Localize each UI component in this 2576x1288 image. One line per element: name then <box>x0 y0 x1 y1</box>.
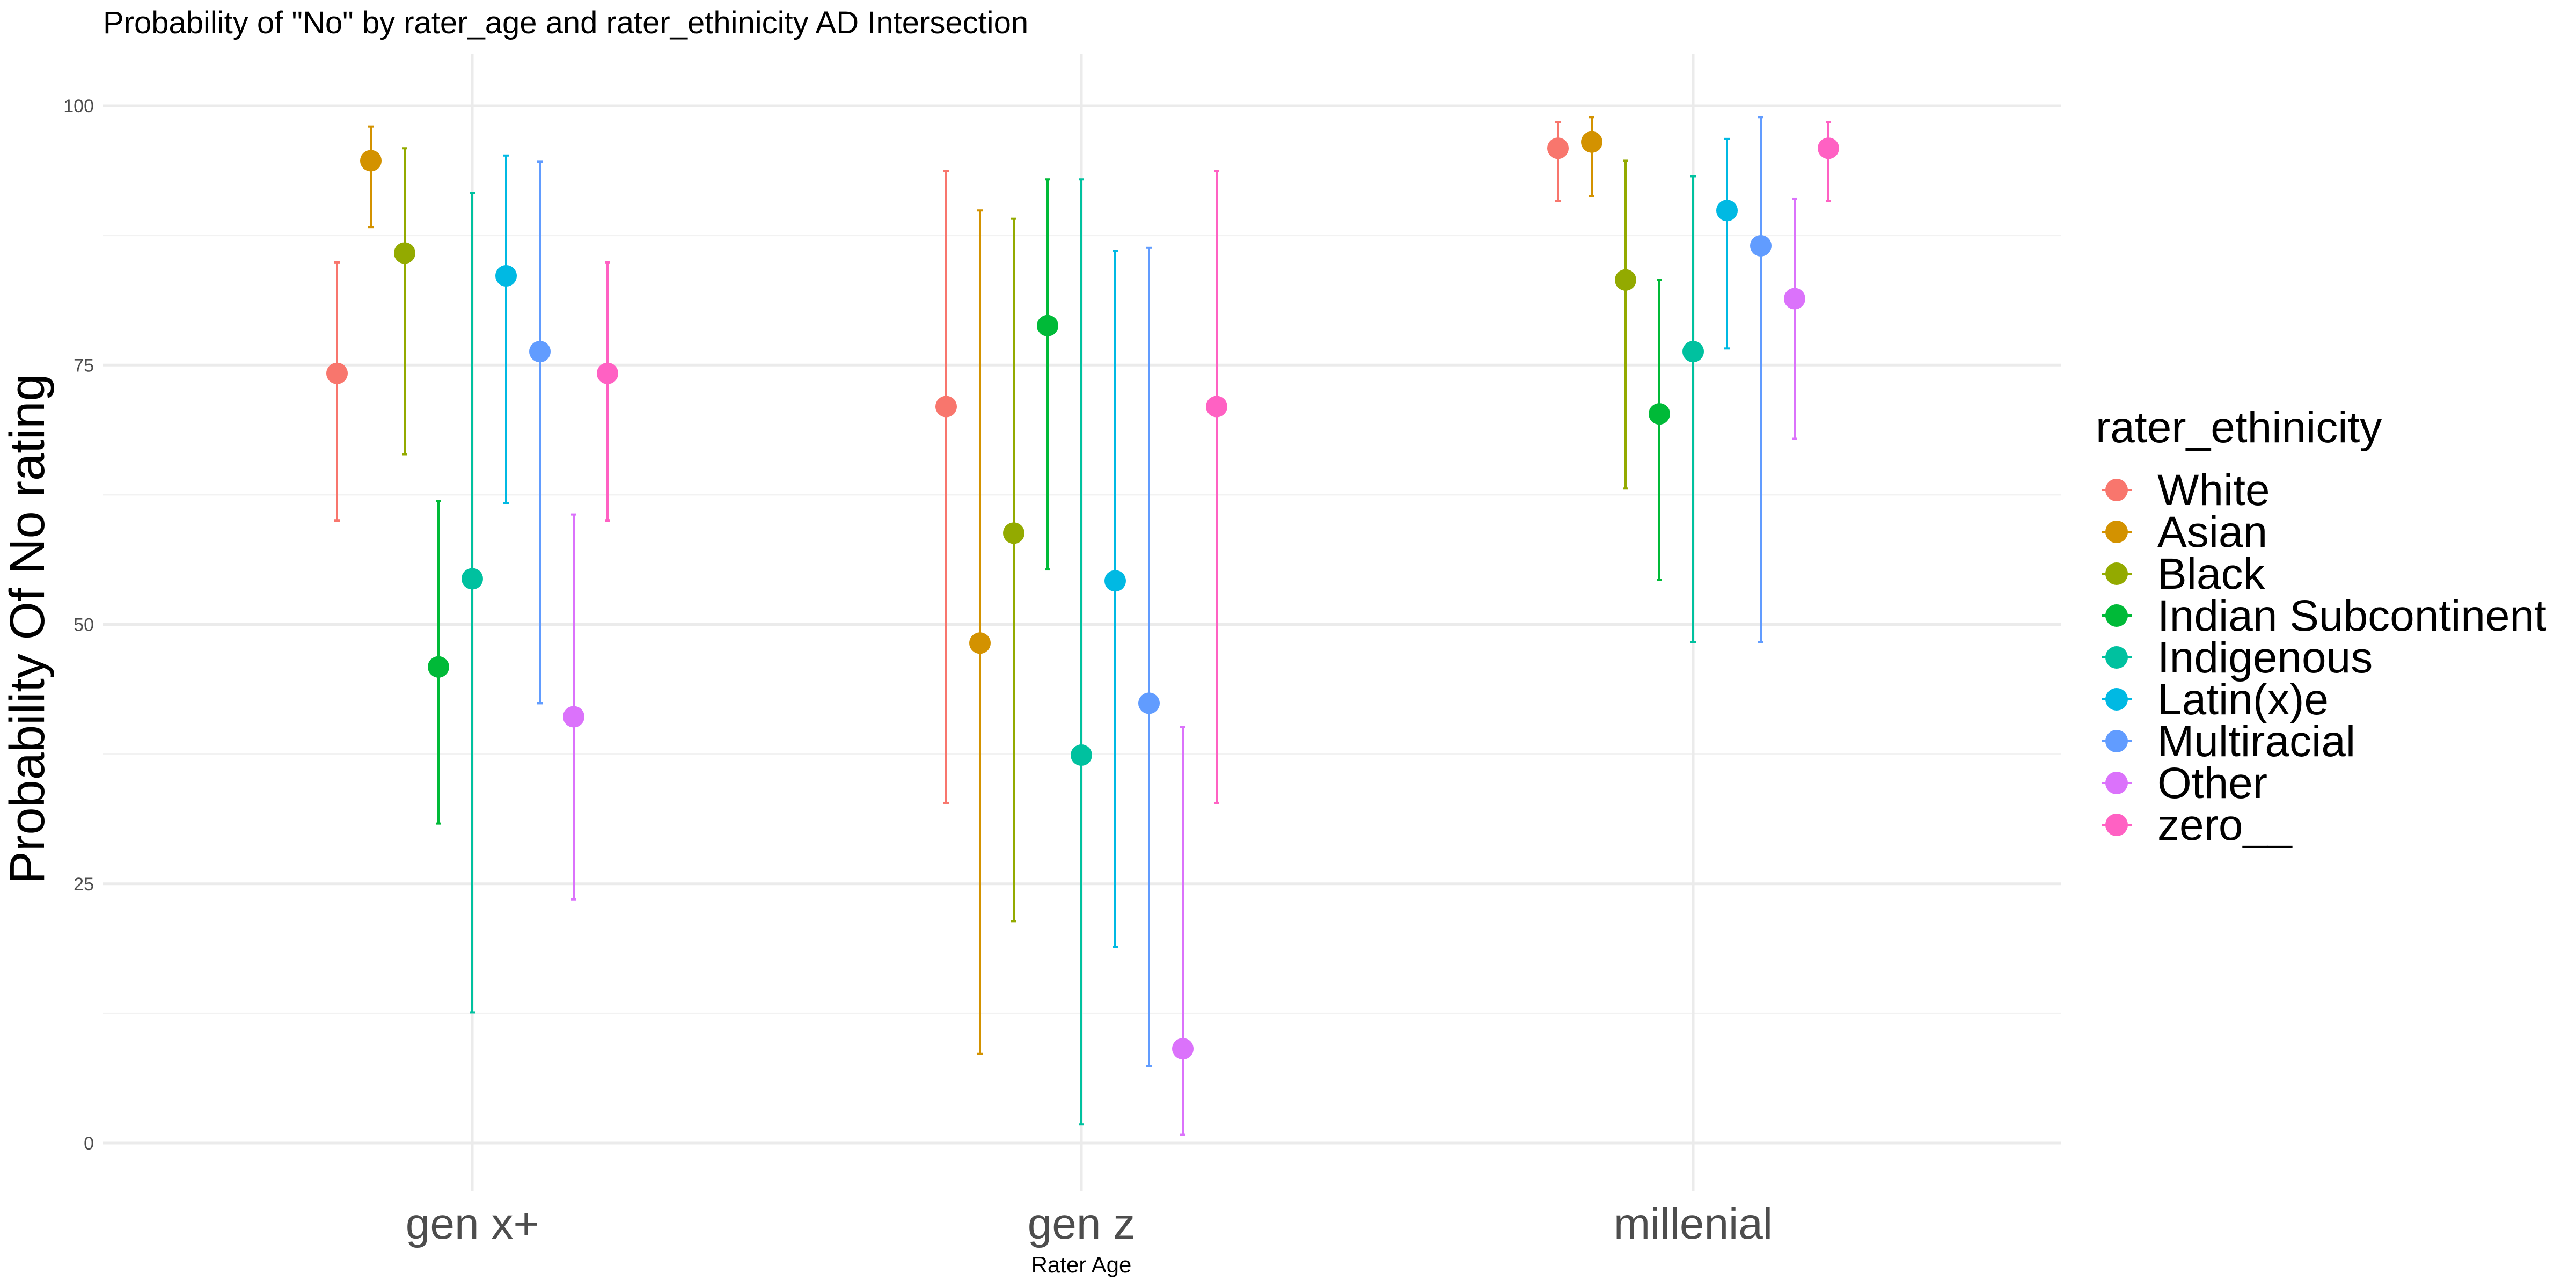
data-point <box>935 396 957 418</box>
data-point <box>969 632 991 654</box>
x-axis-label: Rater Age <box>1031 1252 1132 1277</box>
legend-key-point <box>2105 814 2128 836</box>
y-tick-label: 50 <box>74 615 94 635</box>
y-tick-label: 100 <box>63 96 94 116</box>
data-point <box>428 656 449 678</box>
legend-label: Indian Subcontinent <box>2157 591 2546 640</box>
data-point <box>1682 341 1704 363</box>
data-point <box>1750 235 1772 257</box>
data-point <box>360 150 382 172</box>
data-point <box>495 265 517 287</box>
y-tick-label: 75 <box>74 355 94 376</box>
chart-title: Probability of "No" by rater_age and rat… <box>103 5 1028 40</box>
legend-key-point <box>2105 688 2128 711</box>
data-point <box>394 242 415 264</box>
data-point <box>1649 403 1670 425</box>
y-tick-label: 25 <box>74 874 94 895</box>
data-point <box>1784 288 1805 310</box>
data-point <box>1003 522 1024 544</box>
x-axis-ticks: gen x+ gen z millenial <box>406 1199 1773 1248</box>
legend-label: Black <box>2157 550 2266 598</box>
data-point <box>1615 269 1636 291</box>
data-point <box>563 706 584 728</box>
y-axis-label: Probability Of No rating <box>0 374 55 884</box>
data-point <box>1206 396 1227 418</box>
y-tick-label: 0 <box>84 1133 94 1154</box>
legend-label: Indigenous <box>2157 633 2373 682</box>
error-bars <box>334 116 1831 1136</box>
data-point <box>462 568 483 590</box>
x-tick-label: gen z <box>1028 1199 1136 1248</box>
data-point <box>529 341 551 363</box>
data-point <box>1104 570 1126 592</box>
data-point <box>1037 314 1058 336</box>
data-point <box>1716 200 1738 222</box>
legend-label: zero__ <box>2157 801 2293 850</box>
legend-label: Asian <box>2157 508 2267 557</box>
legend-key-point <box>2105 562 2128 585</box>
legend-key-point <box>2105 521 2128 543</box>
data-point <box>326 362 348 384</box>
legend-label: Multiracial <box>2157 717 2355 766</box>
y-axis-ticks: 0 25 50 75 100 <box>63 96 94 1154</box>
legend-key-point <box>2105 646 2128 669</box>
x-tick-label: gen x+ <box>406 1199 539 1248</box>
data-point <box>1818 137 1839 159</box>
legend-label: White <box>2157 466 2270 515</box>
legend-label: Other <box>2157 759 2267 808</box>
data-point <box>1071 744 1092 766</box>
data-point <box>1138 692 1160 714</box>
legend-title: rater_ethinicity <box>2096 403 2382 452</box>
legend-key-point <box>2105 772 2128 794</box>
data-point <box>1547 137 1569 159</box>
legend-key-point <box>2105 730 2128 752</box>
legend-key-point <box>2105 479 2128 501</box>
data-point <box>597 362 618 384</box>
data-points <box>326 131 1839 1060</box>
x-tick-label: millenial <box>1614 1199 1773 1248</box>
data-point <box>1172 1038 1194 1060</box>
legend-label: Latin(x)e <box>2157 675 2329 724</box>
data-point <box>1581 131 1602 153</box>
legend-key-point <box>2105 604 2128 627</box>
